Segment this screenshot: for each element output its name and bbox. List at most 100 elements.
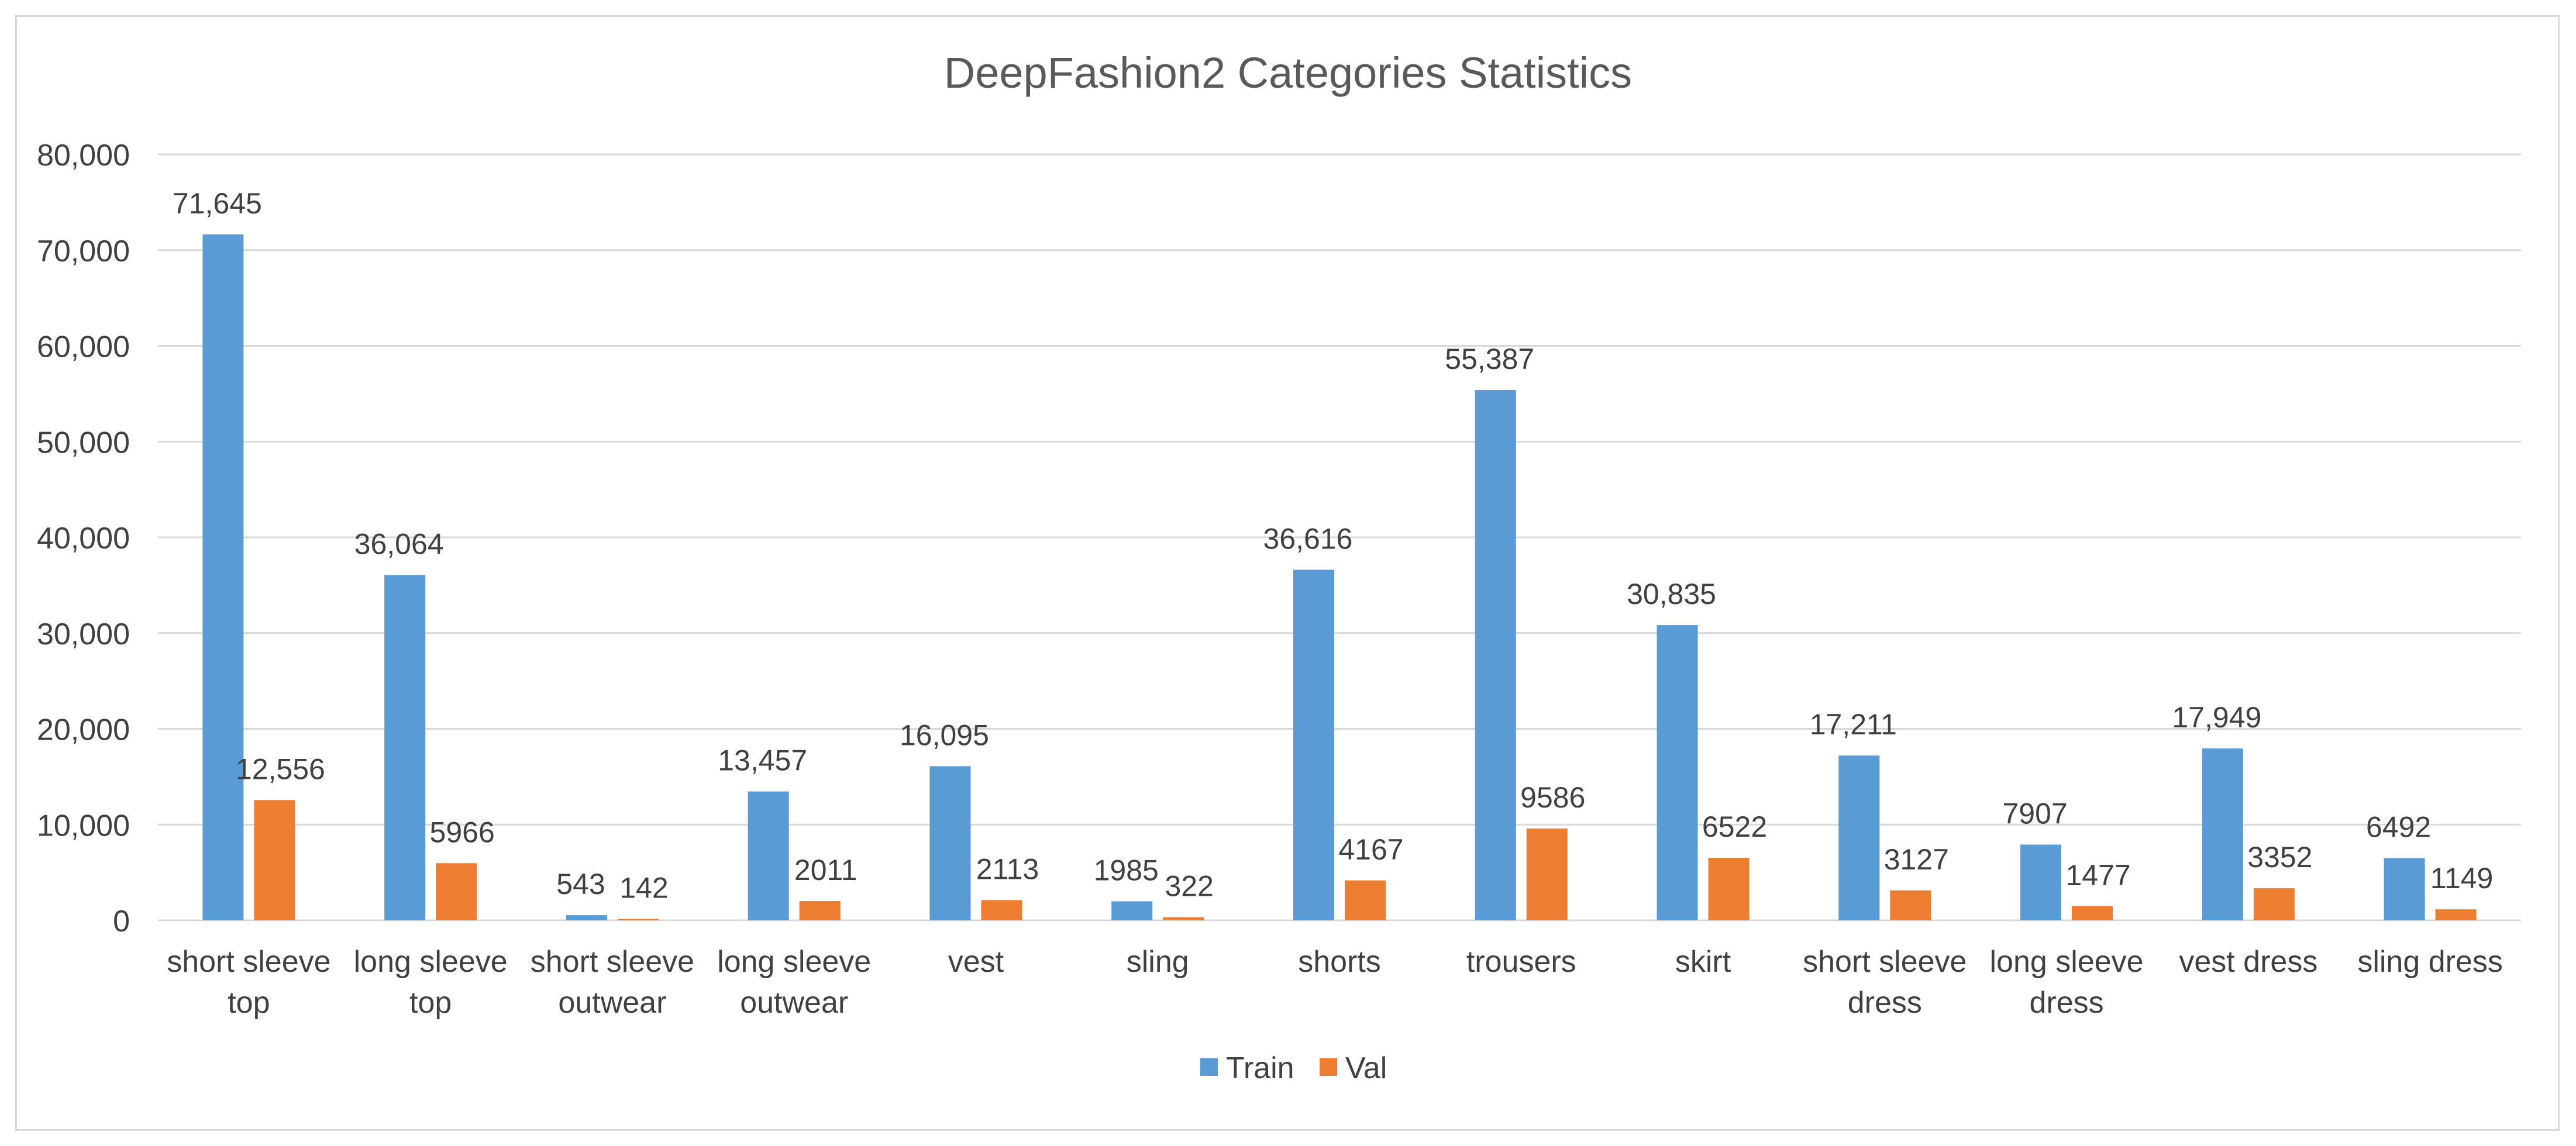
legend-swatch-val <box>1320 1058 1337 1076</box>
x-tick-label: skirt <box>1675 945 1731 979</box>
bar-train <box>1838 755 1880 920</box>
bars <box>202 234 2477 920</box>
bar-val <box>436 863 477 920</box>
data-label-train: 543 <box>556 868 605 900</box>
bar-val <box>1163 917 1204 920</box>
x-tick-label: long sleeve outwear <box>717 945 871 1020</box>
bar-val <box>2072 906 2113 920</box>
x-tick-label: long sleeve top <box>354 945 508 1020</box>
x-tick-label-line: trousers <box>1466 945 1576 979</box>
chart-title: DeepFashion2 Categories Statistics <box>944 49 1632 97</box>
y-tick-label: 80,000 <box>37 139 130 172</box>
data-label-val: 1149 <box>2430 862 2494 895</box>
data-label-val: 1477 <box>2065 859 2130 892</box>
data-label-val: 5966 <box>430 816 495 848</box>
bar-train <box>202 234 244 920</box>
x-tick-label-line: top <box>409 986 452 1020</box>
x-tick-label: short sleeve outwear <box>531 945 694 1020</box>
legend-label-train: Train <box>1226 1051 1294 1085</box>
data-label-train: 13,457 <box>718 744 807 777</box>
bar-val <box>2435 909 2477 920</box>
x-tick-label: sling <box>1127 945 1189 979</box>
x-tick-label-line: long sleeve <box>717 945 871 979</box>
bar-val <box>1526 829 1568 920</box>
bar-val <box>799 901 841 920</box>
x-tick-label: shorts <box>1298 945 1381 979</box>
data-label-val: 142 <box>619 872 668 905</box>
y-tick-label: 60,000 <box>37 330 130 364</box>
x-tick-label-line: short sleeve <box>531 945 694 979</box>
x-tick-label-line: outwear <box>740 986 848 1020</box>
bar-train <box>1657 625 1698 920</box>
data-label-train: 36,616 <box>1263 522 1353 555</box>
data-label-val: 9586 <box>1520 781 1585 814</box>
legend-swatch-train <box>1200 1058 1218 1076</box>
bar-train <box>384 575 426 920</box>
data-label-train: 16,095 <box>900 719 989 751</box>
data-label-train: 1985 <box>1094 854 1159 886</box>
y-tick-label: 40,000 <box>37 522 130 555</box>
bar-train <box>1475 390 1516 920</box>
x-tick-label: long sleeve dress <box>1990 945 2144 1020</box>
x-tick-label-line: sling <box>1127 945 1189 979</box>
x-tick-label: short sleeve dress <box>1803 945 1967 1020</box>
x-tick-label: vest <box>948 945 1004 979</box>
x-tick-label-line: skirt <box>1675 945 1731 979</box>
data-label-val: 3352 <box>2247 841 2312 874</box>
x-tick-label-line: long sleeve <box>354 945 508 979</box>
bar-train <box>566 915 607 920</box>
x-tick-label-line: outwear <box>558 986 666 1020</box>
y-tick-label: 0 <box>113 905 130 938</box>
x-tick-label-line: vest dress <box>2179 945 2317 979</box>
y-tick-label: 30,000 <box>37 617 130 651</box>
legend-label-val: Val <box>1345 1051 1387 1085</box>
y-tick-label: 50,000 <box>37 426 130 460</box>
bar-train <box>748 791 789 920</box>
x-tick-label: vest dress <box>2179 945 2317 979</box>
data-label-train: 7907 <box>2002 798 2067 830</box>
bar-val <box>2253 888 2295 920</box>
chart-frame <box>15 15 2560 1131</box>
x-tick-label: sling dress <box>2357 945 2503 979</box>
bar-train <box>1111 901 1153 920</box>
bar-train <box>1293 569 1334 920</box>
bar-val <box>254 800 295 920</box>
legend: Train Val <box>1200 1051 1387 1085</box>
data-label-val: 4167 <box>1338 833 1403 866</box>
data-label-val: 12,556 <box>236 753 325 785</box>
data-label-train: 17,949 <box>2172 701 2261 734</box>
bar-val <box>617 919 659 920</box>
x-tick-label-line: top <box>228 986 270 1020</box>
bar-train <box>2020 844 2062 920</box>
bar-val <box>981 900 1022 920</box>
x-tick-label-line: vest <box>948 945 1004 979</box>
data-label-train: 6492 <box>2366 811 2431 844</box>
bar-train <box>2202 748 2243 920</box>
x-axis-tick-labels: short sleeve top long sleeve top short sleev… <box>167 945 2503 1020</box>
x-tick-label-line: shorts <box>1298 945 1381 979</box>
y-tick-label: 10,000 <box>37 809 130 843</box>
data-label-train: 36,064 <box>354 527 444 560</box>
data-label-val: 2113 <box>976 852 1039 885</box>
data-label-val: 3127 <box>1884 843 1949 876</box>
x-tick-label-line: short sleeve <box>1803 945 1967 979</box>
data-label-train: 71,645 <box>173 187 262 220</box>
x-tick-label-line: short sleeve <box>167 945 330 979</box>
data-label-train: 55,387 <box>1445 343 1534 375</box>
gridlines <box>158 153 2521 921</box>
x-tick-label-line: long sleeve <box>1990 945 2144 979</box>
data-label-val: 2011 <box>794 854 857 886</box>
y-tick-label: 70,000 <box>37 234 130 268</box>
data-label-train: 17,211 <box>1810 708 1897 741</box>
bar-val <box>1708 858 1750 920</box>
x-tick-label-line: dress <box>1848 986 1922 1020</box>
bar-val <box>1345 880 1386 920</box>
bar-val <box>1890 890 1931 920</box>
bar-train <box>929 766 971 920</box>
y-tick-label: 20,000 <box>37 713 130 747</box>
x-tick-label-line: dress <box>2029 986 2103 1020</box>
y-axis-tick-labels: 0 10,000 20,000 30,000 40,000 50,000 60,000 70,… <box>37 139 130 938</box>
data-labels: 71,645 12,556 36,064 5966 543 142 13,457 2011 16… <box>173 187 2493 905</box>
data-label-val: 322 <box>1165 870 1214 903</box>
